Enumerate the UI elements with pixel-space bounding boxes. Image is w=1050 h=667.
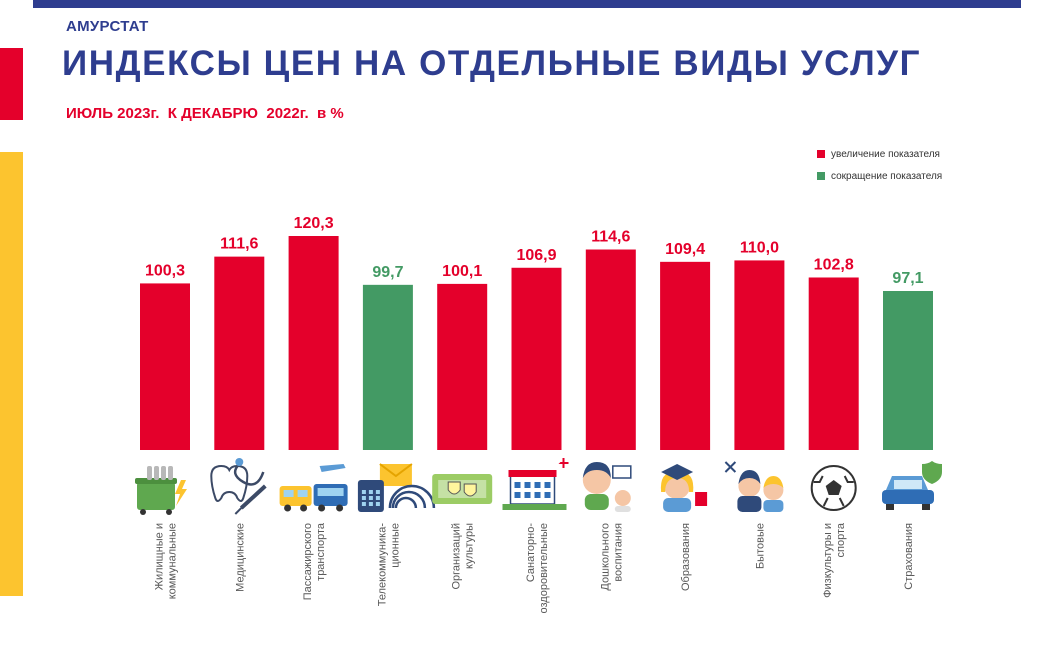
category-label-9: Бытовые bbox=[754, 523, 766, 569]
svg-text:Организаций: Организаций bbox=[451, 523, 463, 590]
svg-text:Бытовые: Бытовые bbox=[754, 523, 766, 569]
household-icon bbox=[724, 461, 784, 512]
bar-4 bbox=[362, 284, 413, 450]
top-accent-bar bbox=[33, 0, 1021, 8]
bar-10 bbox=[808, 277, 859, 450]
svg-text:Медицинские: Медицинские bbox=[234, 523, 246, 592]
value-label-9: 110,0 bbox=[740, 239, 779, 256]
insurance-icon bbox=[882, 461, 942, 510]
yellow-side-strip bbox=[0, 152, 23, 596]
svg-text:Санаторно-: Санаторно- bbox=[525, 523, 537, 582]
svg-text:культуры: культуры bbox=[464, 523, 476, 569]
svg-text:Образования: Образования bbox=[680, 523, 692, 591]
legend-item-increase: увеличение показателя bbox=[817, 148, 942, 160]
legend-label-decrease: сокращение показателя bbox=[831, 170, 943, 182]
culture-icon bbox=[432, 474, 493, 504]
value-label-6: 106,9 bbox=[516, 247, 556, 264]
value-label-3: 120,3 bbox=[294, 215, 334, 232]
legend-label-increase: увеличение показателя bbox=[831, 148, 940, 160]
bar-3 bbox=[288, 236, 339, 450]
category-label-10: Физкультуры и спорта bbox=[822, 522, 847, 598]
value-label-7: 114,6 bbox=[591, 229, 630, 246]
category-label-4: Телекоммуника-ционные bbox=[376, 523, 401, 607]
svg-text:воспитания: воспитания bbox=[612, 523, 624, 582]
red-side-strip bbox=[0, 48, 23, 120]
bar-8 bbox=[660, 261, 711, 450]
legend-swatch-increase bbox=[817, 150, 825, 158]
svg-text:ционные: ционные bbox=[389, 523, 401, 568]
bar-9 bbox=[734, 260, 785, 450]
category-label-6: Санаторно-оздоровительные bbox=[525, 523, 550, 614]
svg-text:транспорта: транспорта bbox=[315, 522, 327, 581]
value-label-10: 102,8 bbox=[814, 256, 854, 273]
value-label-2: 111,6 bbox=[220, 236, 258, 253]
category-label-1: Жилищные и коммунальные bbox=[154, 523, 179, 599]
svg-text:Пассажирского: Пассажирского bbox=[302, 523, 314, 600]
value-label-5: 100,1 bbox=[442, 263, 482, 280]
value-label-8: 109,4 bbox=[665, 241, 705, 258]
telecom-icon bbox=[357, 463, 436, 512]
value-label-1: 100,3 bbox=[145, 262, 185, 279]
svg-text:Дошкольного: Дошкольного bbox=[599, 523, 611, 591]
svg-text:спорта: спорта bbox=[835, 522, 847, 557]
bar-6 bbox=[511, 267, 562, 450]
svg-text:Жилищные и: Жилищные и bbox=[154, 523, 166, 590]
category-label-7: Дошкольного воспитания bbox=[599, 523, 624, 591]
value-label-11: 97,1 bbox=[892, 270, 923, 287]
page-title: ИНДЕКСЫ ЦЕН НА ОТДЕЛЬНЫЕ ВИДЫ УСЛУГ bbox=[62, 44, 922, 83]
bar-7 bbox=[585, 249, 636, 450]
bar-11 bbox=[883, 291, 933, 450]
preschool-icon bbox=[582, 462, 632, 512]
brand-name: АМУРСТАТ bbox=[66, 18, 149, 35]
category-label-2: Медицинские bbox=[234, 523, 246, 592]
svg-text:оздоровительные: оздоровительные bbox=[538, 523, 550, 613]
bar-1 bbox=[140, 283, 190, 450]
medical-icon bbox=[210, 458, 267, 515]
value-label-4: 99,7 bbox=[372, 264, 403, 281]
category-label-8: Образования bbox=[680, 523, 692, 591]
chart-legend: увеличение показателя сокращение показат… bbox=[817, 148, 942, 192]
page-subtitle: ИЮЛЬ 2023г. К ДЕКАБРЮ 2022г. в % bbox=[66, 105, 344, 122]
sanatorium-icon bbox=[502, 458, 569, 510]
category-label-5: Организаций культуры bbox=[451, 523, 476, 590]
transport-icon bbox=[279, 464, 348, 512]
sport-icon bbox=[810, 465, 857, 511]
legend-swatch-decrease bbox=[817, 172, 825, 180]
legend-item-decrease: сокращение показателя bbox=[817, 170, 942, 182]
education-icon bbox=[660, 464, 708, 512]
bar-5 bbox=[437, 283, 488, 450]
category-label-11: Страхования bbox=[903, 523, 915, 590]
bar-2 bbox=[214, 256, 265, 450]
utilities-icon bbox=[135, 466, 187, 515]
svg-text:Физкультуры и: Физкультуры и bbox=[822, 523, 834, 598]
category-label-3: Пассажирского транспорта bbox=[302, 522, 327, 600]
svg-text:Телекоммуника-: Телекоммуника- bbox=[376, 523, 388, 607]
svg-text:коммунальные: коммунальные bbox=[167, 523, 179, 599]
svg-text:Страхования: Страхования bbox=[903, 523, 915, 590]
